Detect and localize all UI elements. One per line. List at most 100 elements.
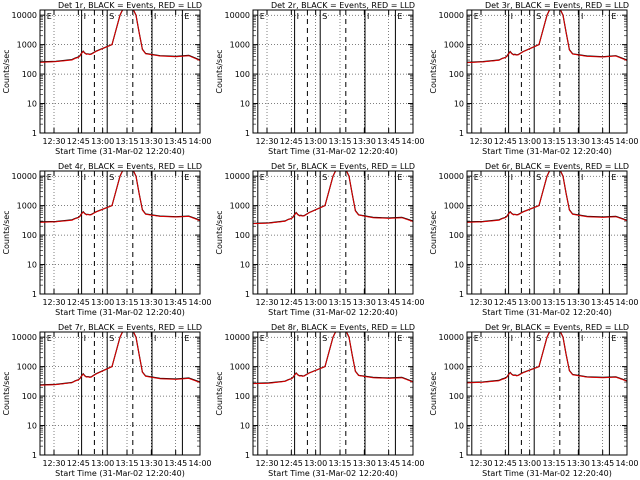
x-tick-label: 12:45 (280, 459, 303, 468)
x-tick-label: 14:00 (188, 137, 211, 146)
x-tick-label: 12:45 (494, 459, 517, 468)
x-tick-label: 12:30 (255, 137, 278, 146)
x-tick-label: 13:30 (353, 298, 376, 307)
series-lld (40, 10, 200, 63)
y-tick-label: 1 (459, 290, 464, 299)
marker-label: E (260, 334, 265, 343)
y-tick-label: 10 (240, 261, 250, 270)
marker-label: I (511, 173, 513, 182)
y-tick-label: 10000 (439, 11, 464, 20)
x-axis-label: Start Time (31-Mar-02 12:20:40) (268, 147, 398, 156)
marker-label: E (611, 173, 616, 182)
y-axis-label: Counts/sec (215, 210, 224, 254)
x-tick-label: 13:45 (591, 137, 614, 146)
x-tick-label: 13:15 (542, 298, 565, 307)
marker-label: I (297, 173, 299, 182)
marker-label: E (474, 334, 479, 343)
x-tick-label: 12:30 (469, 459, 492, 468)
y-tick-label: 100 (22, 392, 37, 401)
y-tick-label: 100 (22, 231, 37, 240)
x-tick-label: 14:00 (615, 137, 638, 146)
y-tick-label: 10 (240, 422, 250, 431)
marker-label: S (322, 173, 327, 182)
y-tick-label: 100 (235, 70, 250, 79)
x-tick-label: 13:00 (91, 459, 114, 468)
panel-title: Det 4r, BLACK = Events, RED = LLD (58, 162, 202, 171)
x-tick-label: 13:30 (567, 298, 590, 307)
marker-label: I (84, 334, 86, 343)
x-tick-label: 13:15 (542, 459, 565, 468)
panel-title: Det 5r, BLACK = Events, RED = LLD (271, 162, 415, 171)
x-tick-label: 12:30 (469, 137, 492, 146)
x-tick-label: 12:30 (42, 459, 65, 468)
x-tick-label: 13:00 (518, 459, 541, 468)
marker-label: S (109, 334, 114, 343)
y-tick-label: 1000 (17, 41, 37, 50)
marker-label: I (297, 12, 299, 21)
x-tick-label: 13:00 (91, 298, 114, 307)
x-tick-label: 13:45 (377, 137, 400, 146)
x-tick-label: 12:45 (280, 137, 303, 146)
marker-label: S (536, 334, 541, 343)
y-tick-label: 10000 (225, 11, 250, 20)
x-tick-label: 13:30 (140, 298, 163, 307)
panel-det-9r: Det 9r, BLACK = Events, RED = LLD 1 10 100 1… (429, 323, 639, 478)
y-tick-label: 100 (22, 70, 37, 79)
marker-label: I (367, 334, 369, 343)
y-tick-label: 10000 (225, 333, 250, 342)
plot-frame (252, 170, 414, 295)
x-tick-label: 13:30 (567, 137, 590, 146)
x-tick-label: 13:00 (518, 298, 541, 307)
x-axis-label: Start Time (31-Mar-02 12:20:40) (268, 308, 398, 317)
x-tick-label: 13:30 (140, 137, 163, 146)
y-tick-label: 1 (32, 451, 37, 460)
y-tick-label: 1 (245, 290, 250, 299)
plot-frame (39, 9, 201, 134)
y-tick-label: 1 (245, 129, 250, 138)
y-axis-label: Counts/sec (215, 49, 224, 93)
marker-label: E (184, 334, 189, 343)
y-tick-label: 100 (235, 392, 250, 401)
y-tick-label: 10000 (12, 172, 37, 181)
marker-label: I (84, 173, 86, 182)
x-tick-label: 13:45 (164, 459, 187, 468)
x-tick-label: 13:30 (353, 137, 376, 146)
marker-label: E (474, 12, 479, 21)
x-axis-label: Start Time (31-Mar-02 12:20:40) (482, 147, 612, 156)
y-tick-label: 1 (459, 451, 464, 460)
x-axis-label: Start Time (31-Mar-02 12:20:40) (482, 308, 612, 317)
panel-det-8r: Det 8r, BLACK = Events, RED = LLD 1 10 100 1… (215, 323, 425, 478)
marker-label: I (84, 12, 86, 21)
panel-det-6r: Det 6r, BLACK = Events, RED = LLD 1 10 100 1… (429, 162, 639, 317)
series-lld (40, 171, 200, 223)
marker-label: I (511, 12, 513, 21)
y-tick-label: 10 (27, 422, 37, 431)
x-tick-label: 13:15 (542, 137, 565, 146)
y-tick-label: 10000 (439, 172, 464, 181)
x-tick-label: 13:00 (91, 137, 114, 146)
marker-label: E (260, 12, 265, 21)
y-tick-label: 10 (27, 261, 37, 270)
y-tick-label: 10 (240, 100, 250, 109)
marker-label: S (322, 334, 327, 343)
y-tick-label: 1 (32, 129, 37, 138)
x-tick-label: 13:00 (304, 298, 327, 307)
x-tick-label: 13:15 (328, 459, 351, 468)
panel-det-5r: Det 5r, BLACK = Events, RED = LLD 1 10 100 1… (215, 162, 425, 317)
y-tick-label: 1 (245, 451, 250, 460)
x-tick-label: 13:45 (591, 459, 614, 468)
y-tick-label: 1000 (230, 41, 250, 50)
x-tick-label: 13:00 (304, 137, 327, 146)
x-tick-label: 12:45 (67, 459, 90, 468)
y-tick-label: 100 (449, 231, 464, 240)
x-tick-label: 12:30 (255, 298, 278, 307)
series-lld (467, 10, 627, 64)
marker-label: I (581, 334, 583, 343)
x-tick-label: 13:15 (115, 298, 138, 307)
plot-frame (252, 331, 414, 456)
marker-label: E (611, 12, 616, 21)
y-tick-label: 1000 (444, 202, 464, 211)
marker-label: I (581, 12, 583, 21)
panel-title: Det 8r, BLACK = Events, RED = LLD (271, 323, 415, 332)
marker-label: E (397, 334, 402, 343)
